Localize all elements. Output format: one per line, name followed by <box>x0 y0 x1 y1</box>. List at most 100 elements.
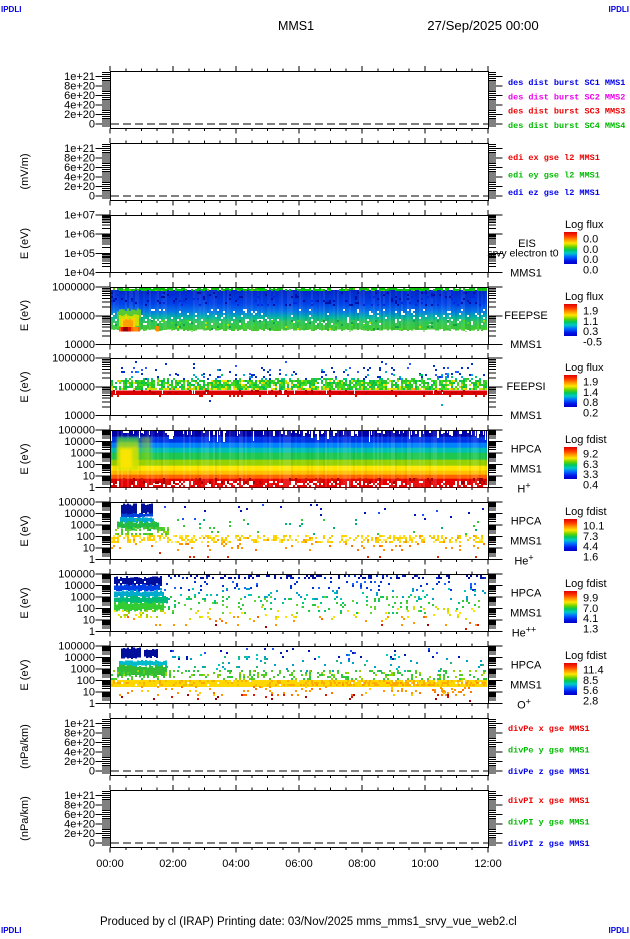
svg-text:1e+21: 1e+21 <box>64 718 95 730</box>
svg-text:100000: 100000 <box>58 497 95 509</box>
svg-text:HPCA: HPCA <box>511 516 542 528</box>
svg-text:MMS1: MMS1 <box>510 536 542 548</box>
svg-text:MMS1: MMS1 <box>510 339 542 351</box>
svg-text:IPDLI: IPDLI <box>1 5 21 14</box>
svg-text:100000: 100000 <box>58 310 95 322</box>
svg-text:10:00: 10:00 <box>411 858 439 870</box>
svg-text:edi ey gse l2 MMS1: edi ey gse l2 MMS1 <box>508 171 600 181</box>
svg-text:3.3: 3.3 <box>583 469 598 481</box>
svg-text:des dist burst SC3 MMS3: des dist burst SC3 MMS3 <box>508 107 625 117</box>
svg-text:E (eV): E (eV) <box>19 228 31 259</box>
svg-text:10: 10 <box>83 471 95 483</box>
svg-text:1.9: 1.9 <box>583 306 598 318</box>
svg-text:27/Sep/2025 00:00: 27/Sep/2025 00:00 <box>427 18 538 33</box>
svg-text:5.6: 5.6 <box>583 685 598 697</box>
svg-text:100: 100 <box>77 603 95 615</box>
svg-text:HPCA: HPCA <box>511 588 542 600</box>
svg-text:FEEPSE: FEEPSE <box>504 310 547 322</box>
svg-text:0: 0 <box>89 191 95 203</box>
svg-text:Log fdist: Log fdist <box>565 578 607 590</box>
svg-text:E (eV): E (eV) <box>19 300 31 331</box>
svg-text:2.8: 2.8 <box>583 695 598 707</box>
svg-text:2e+20: 2e+20 <box>64 828 95 840</box>
svg-text:100000: 100000 <box>58 381 95 393</box>
svg-text:4.4: 4.4 <box>583 541 598 553</box>
svg-text:Log fdist: Log fdist <box>565 434 607 446</box>
svg-text:divPI x gse MMS1: divPI x gse MMS1 <box>508 796 590 806</box>
svg-text:1e+06: 1e+06 <box>64 229 95 241</box>
svg-text:8e+20: 8e+20 <box>64 800 95 812</box>
svg-text:12:00: 12:00 <box>474 858 502 870</box>
svg-text:4e+20: 4e+20 <box>64 172 95 184</box>
svg-text:(nPa/km): (nPa/km) <box>19 796 31 841</box>
svg-text:10.1: 10.1 <box>583 521 604 533</box>
svg-text:1e+21: 1e+21 <box>64 71 95 83</box>
svg-text:1.4: 1.4 <box>583 387 598 399</box>
svg-text:MMS1: MMS1 <box>510 410 542 422</box>
svg-text:4e+20: 4e+20 <box>64 819 95 831</box>
svg-text:IPDLI: IPDLI <box>609 5 629 14</box>
svg-text:0.0: 0.0 <box>583 254 598 266</box>
svg-text:MMS1: MMS1 <box>510 268 542 280</box>
svg-text:0.0: 0.0 <box>583 264 598 276</box>
svg-text:10000: 10000 <box>64 410 95 422</box>
svg-text:FEEPSI: FEEPSI <box>506 381 545 393</box>
svg-text:100000: 100000 <box>58 569 95 581</box>
svg-text:Log fdist: Log fdist <box>565 506 607 518</box>
svg-text:E (eV): E (eV) <box>19 443 31 474</box>
svg-text:10000: 10000 <box>64 652 95 664</box>
svg-text:MMS1: MMS1 <box>278 19 314 33</box>
svg-text:E (eV): E (eV) <box>19 515 31 546</box>
svg-text:1e+21: 1e+21 <box>64 790 95 802</box>
svg-text:MMS1: MMS1 <box>510 680 542 692</box>
svg-text:E (eV): E (eV) <box>19 659 31 690</box>
svg-text:0.4: 0.4 <box>583 479 598 491</box>
svg-text:1000000: 1000000 <box>52 282 95 294</box>
svg-text:edi ex gse l2 MMS1: edi ex gse l2 MMS1 <box>508 153 600 163</box>
svg-text:6e+20: 6e+20 <box>64 737 95 749</box>
svg-text:E (eV): E (eV) <box>19 587 31 618</box>
svg-text:1e+21: 1e+21 <box>64 143 95 155</box>
svg-text:MMS1: MMS1 <box>510 608 542 620</box>
svg-text:-0.5: -0.5 <box>583 336 602 348</box>
svg-text:divPe z gse MMS1: divPe z gse MMS1 <box>508 767 590 777</box>
svg-text:1.6: 1.6 <box>583 551 598 563</box>
svg-text:10: 10 <box>83 615 95 627</box>
svg-text:100: 100 <box>77 459 95 471</box>
svg-text:1: 1 <box>89 698 95 710</box>
svg-text:EIS: EIS <box>518 238 536 250</box>
svg-text:des dist burst SC2 MMS2: des dist burst SC2 MMS2 <box>508 92 625 102</box>
svg-text:IPDLI: IPDLI <box>609 926 629 934</box>
svg-text:E (eV): E (eV) <box>19 371 31 402</box>
svg-text:4e+20: 4e+20 <box>64 747 95 759</box>
svg-text:10000: 10000 <box>64 580 95 592</box>
svg-text:0.0: 0.0 <box>583 234 598 246</box>
svg-text:06:00: 06:00 <box>285 858 313 870</box>
svg-text:srvy electron t0: srvy electron t0 <box>487 248 558 260</box>
svg-text:10000: 10000 <box>64 508 95 520</box>
svg-text:100: 100 <box>77 675 95 687</box>
svg-text:divPe x gse MMS1: divPe x gse MMS1 <box>508 724 590 734</box>
svg-text:8e+20: 8e+20 <box>64 81 95 93</box>
svg-text:100000: 100000 <box>58 425 95 437</box>
svg-text:0.2: 0.2 <box>583 407 598 419</box>
svg-text:1000: 1000 <box>71 592 95 604</box>
svg-text:(nPa/km): (nPa/km) <box>19 724 31 769</box>
svg-text:8e+20: 8e+20 <box>64 728 95 740</box>
svg-text:1e+07: 1e+07 <box>64 210 95 222</box>
svg-text:des dist burst SC4 MMS4: des dist burst SC4 MMS4 <box>508 121 625 131</box>
svg-text:1e+04: 1e+04 <box>64 267 95 279</box>
svg-text:00:00: 00:00 <box>96 858 124 870</box>
svg-text:7.0: 7.0 <box>583 603 598 615</box>
svg-text:4e+20: 4e+20 <box>64 100 95 112</box>
svg-text:10: 10 <box>83 543 95 555</box>
svg-text:0: 0 <box>89 766 95 778</box>
svg-text:10000: 10000 <box>64 436 95 448</box>
svg-text:MMS1: MMS1 <box>510 464 542 476</box>
svg-text:4.1: 4.1 <box>583 613 598 625</box>
svg-text:Log flux: Log flux <box>565 291 604 303</box>
svg-text:1.1: 1.1 <box>583 316 598 328</box>
svg-text:6e+20: 6e+20 <box>64 90 95 102</box>
svg-text:0.0: 0.0 <box>583 244 598 256</box>
svg-text:Log fdist: Log fdist <box>565 650 607 662</box>
